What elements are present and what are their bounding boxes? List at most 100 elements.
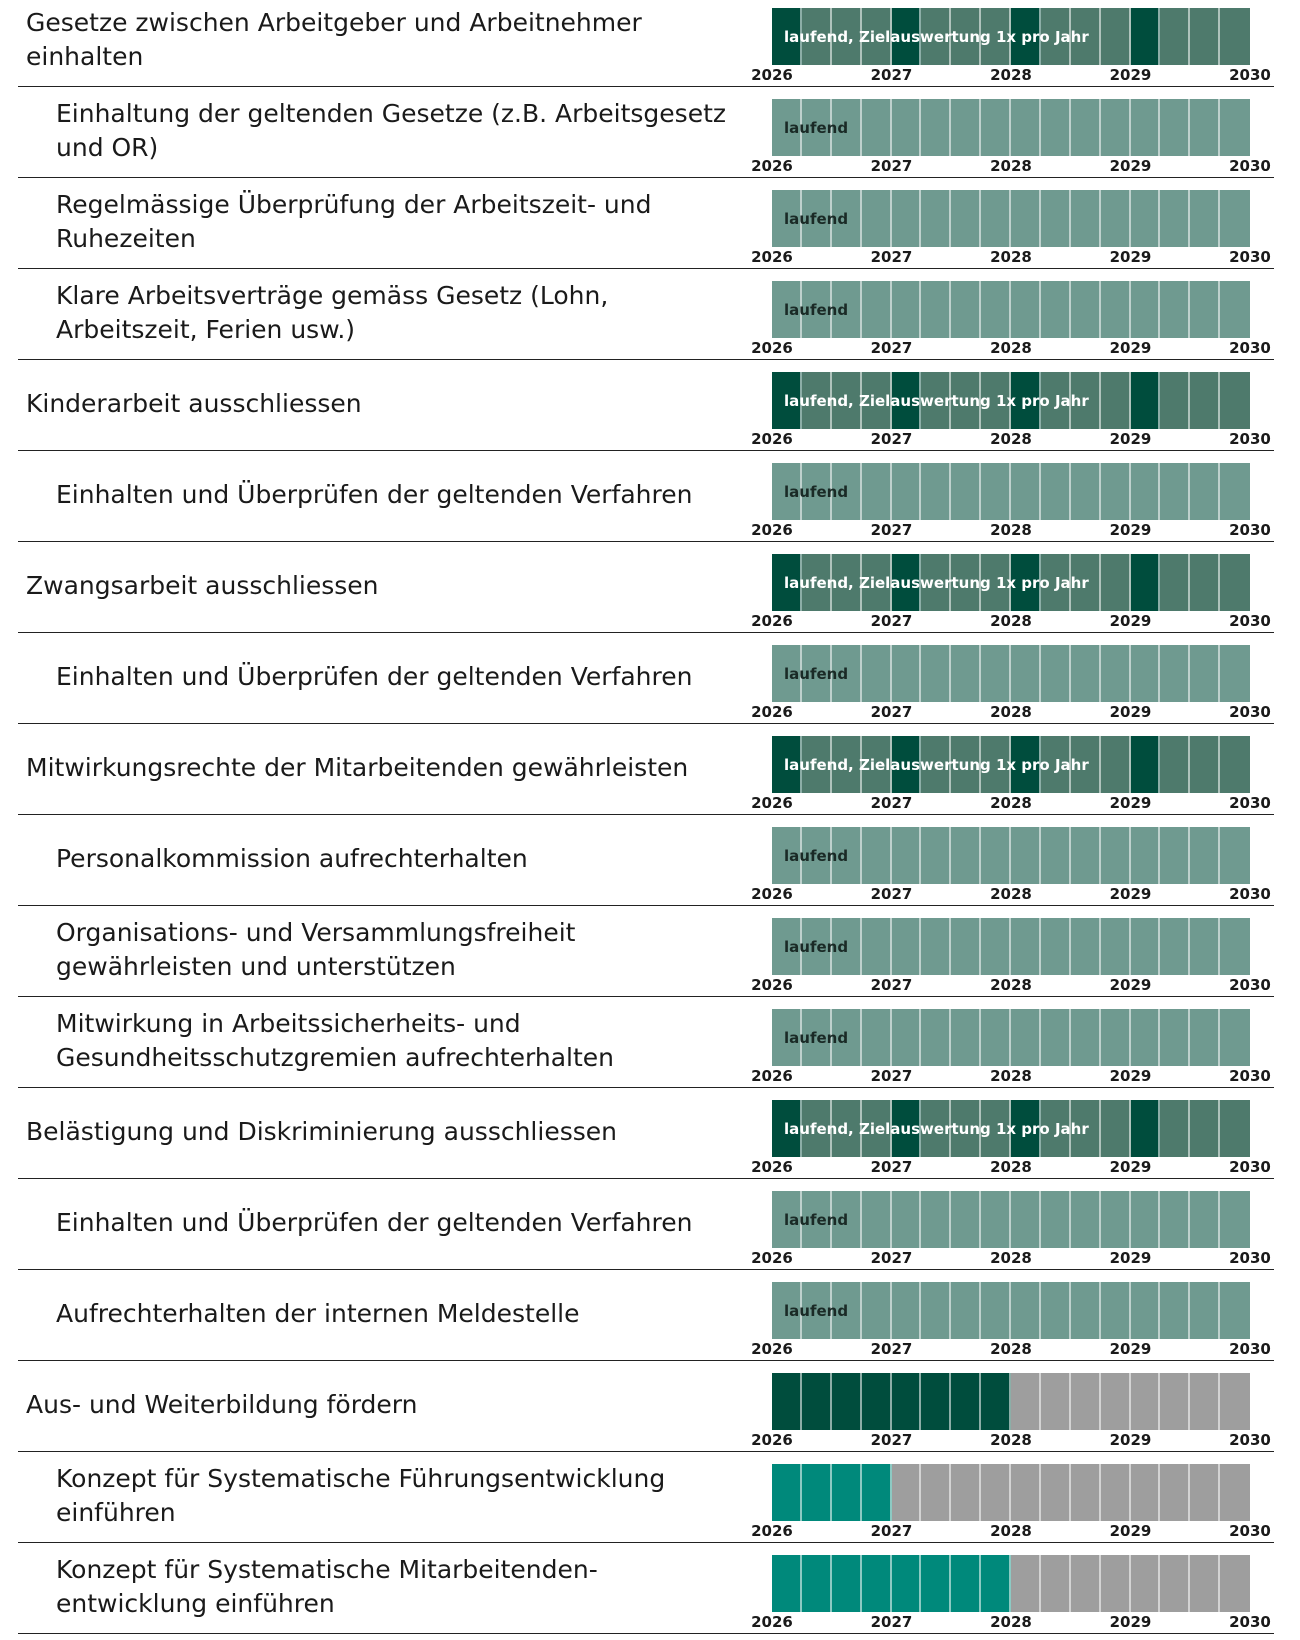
year-label: 2030: [1229, 612, 1271, 630]
quarter-segment: [1011, 918, 1041, 975]
quarter-segment: [1100, 190, 1131, 247]
quarter-segment: [891, 1373, 922, 1430]
quarter-segment: [951, 736, 982, 793]
quarter-segment: [981, 99, 1011, 156]
row-separator: [18, 1542, 1274, 1543]
quarter-segment: [1160, 372, 1191, 429]
year-label: 2028: [990, 885, 1032, 903]
year-label: 2029: [1109, 1158, 1152, 1176]
year-label: 2027: [870, 1158, 913, 1176]
quarter-segment: [921, 736, 952, 793]
quarter-segment: [861, 827, 892, 884]
quarter-segment: [1011, 827, 1041, 884]
quarter-segment: [1070, 736, 1101, 793]
quarter-segment: [1160, 1009, 1191, 1066]
quarter-segment: [1130, 1373, 1161, 1430]
row-separator: [18, 905, 1274, 906]
task-row: Mitwirkung in Arbeitssicherheits- und Ge…: [0, 1001, 1300, 1092]
quarter-segment: [1160, 8, 1191, 65]
year-label: 2028: [990, 976, 1032, 994]
quarter-segment: [831, 99, 862, 156]
quarter-segment: [1160, 1100, 1191, 1157]
quarter-segment: [831, 827, 862, 884]
quarter-segment: [1011, 1009, 1041, 1066]
quarter-segment: [1130, 645, 1161, 702]
year-label: 2030: [1229, 66, 1271, 84]
quarter-segment: [1190, 8, 1221, 65]
year-label: 2027: [870, 794, 913, 812]
quarter-segment: [1160, 1282, 1191, 1339]
quarter-segment: [1070, 190, 1101, 247]
year-label: 2030: [1229, 521, 1271, 539]
quarter-segment: [1160, 463, 1191, 520]
quarter-segment: [772, 372, 802, 429]
year-label: 2028: [990, 1522, 1032, 1540]
task-label: Aufrechterhalten der internen Meldestell…: [56, 1299, 580, 1328]
quarter-segment: [801, 1373, 832, 1430]
quarter-segment: [1100, 827, 1131, 884]
task-row: Konzept für Systematische Mitarbeitenden…: [0, 1547, 1300, 1638]
timeline-bar: laufend: [772, 1282, 1250, 1339]
quarter-segment: [921, 99, 952, 156]
task-label: Konzept für Systematische Führungsentwic…: [56, 1464, 666, 1527]
quarter-segment: [1190, 190, 1221, 247]
quarter-segment: [1130, 1464, 1161, 1521]
year-label: 2030: [1229, 1431, 1271, 1449]
quarter-segment: [1040, 281, 1071, 338]
quarter-segment: [1160, 554, 1191, 611]
quarter-segment: [1100, 918, 1131, 975]
year-label: 2028: [990, 1067, 1032, 1085]
quarter-segment: [1040, 99, 1071, 156]
year-label: 2030: [1229, 703, 1271, 721]
quarter-segment: [1011, 1555, 1041, 1612]
quarter-segment: [951, 1009, 982, 1066]
quarter-segment: [861, 1373, 892, 1430]
quarter-segment: [921, 1373, 952, 1430]
task-label: Mitwirkungsrechte der Mitarbeitenden gew…: [26, 753, 689, 782]
quarter-segment: [921, 372, 952, 429]
task-label: Aus- und Weiterbildung fördern: [26, 1390, 418, 1419]
quarter-segment: [1220, 463, 1250, 520]
quarter-segment: [1070, 372, 1101, 429]
year-label: 2030: [1229, 339, 1271, 357]
quarter-segment: [861, 645, 892, 702]
quarter-segment: [861, 1100, 892, 1157]
year-label: 2030: [1229, 1522, 1271, 1540]
quarter-segment: [1011, 1191, 1041, 1248]
quarter-segment: [981, 827, 1011, 884]
quarter-segment: [1070, 1555, 1101, 1612]
quarter-segment: [981, 372, 1011, 429]
quarter-segment: [1011, 8, 1041, 65]
quarter-segment: [1040, 1464, 1071, 1521]
quarter-segment: [801, 645, 832, 702]
quarter-segment: [861, 463, 892, 520]
timeline-bar: laufend: [772, 1191, 1250, 1248]
year-label: 2029: [1109, 1431, 1152, 1449]
quarter-segment: [1070, 1464, 1101, 1521]
quarter-segment: [772, 1009, 802, 1066]
year-label: 2030: [1229, 1613, 1271, 1631]
task-label: Zwangsarbeit ausschliessen: [26, 571, 379, 600]
bar-label: laufend: [784, 118, 849, 137]
bar-label: laufend, Zielauswertung 1x pro Jahr: [784, 391, 1089, 410]
quarter-segment: [1070, 99, 1101, 156]
quarter-segment: [891, 827, 922, 884]
row-separator: [18, 1633, 1274, 1634]
year-label: 2026: [751, 1067, 793, 1085]
quarter-segment: [1220, 1100, 1250, 1157]
quarter-segment: [1100, 99, 1131, 156]
quarter-segment: [772, 1555, 802, 1612]
quarter-segment: [1220, 1282, 1250, 1339]
row-separator: [18, 177, 1274, 178]
quarter-segment: [921, 1464, 952, 1521]
quarter-segment: [831, 1373, 862, 1430]
quarter-segment: [1220, 372, 1250, 429]
quarter-segment: [1100, 372, 1131, 429]
task-row: Einhalten und Überprüfen der geltenden V…: [0, 455, 1300, 546]
timeline-bar: [772, 1555, 1250, 1612]
year-label: 2029: [1109, 1067, 1152, 1085]
quarter-segment: [1011, 1373, 1041, 1430]
quarter-segment: [1100, 281, 1131, 338]
quarter-segment: [1011, 190, 1041, 247]
quarter-segment: [951, 190, 982, 247]
